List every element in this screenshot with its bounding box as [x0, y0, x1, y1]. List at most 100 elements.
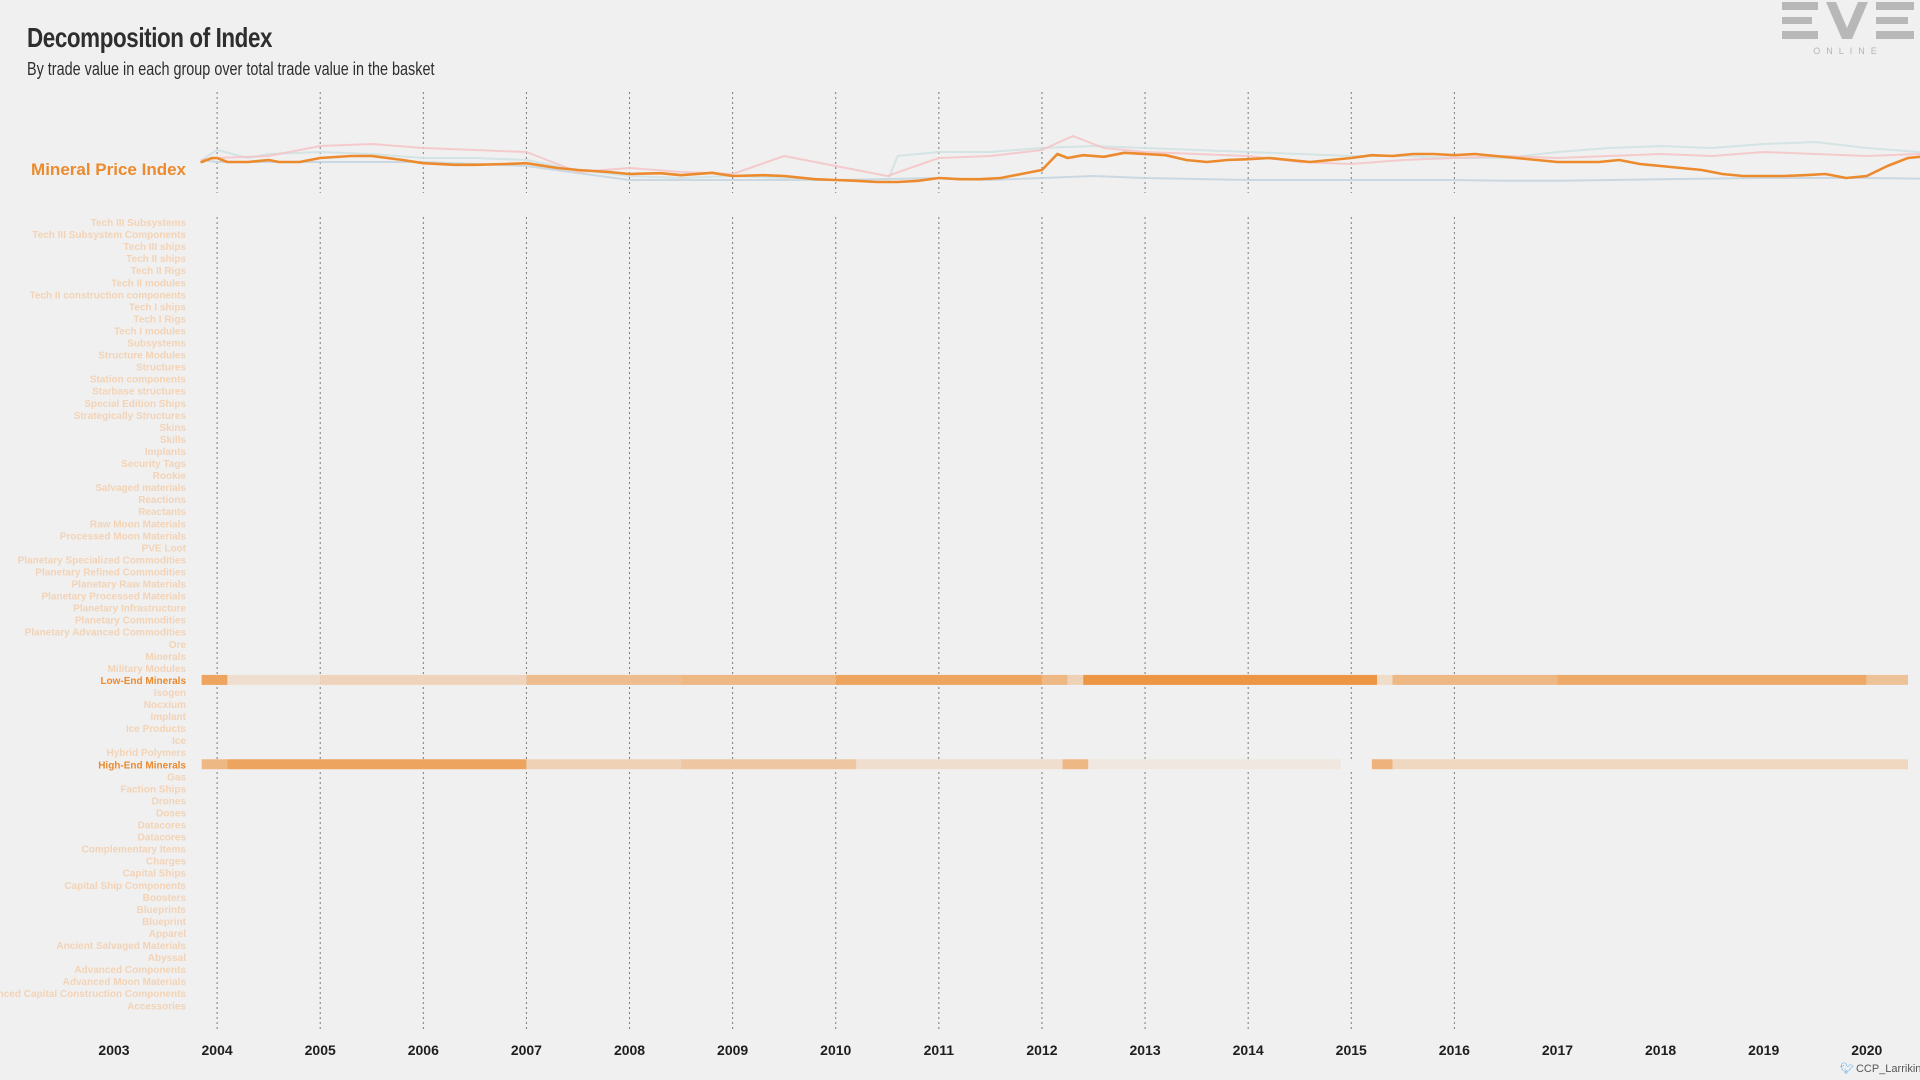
heatmap-row-label: Tech II ships — [126, 254, 186, 265]
heatmap-cell — [1088, 759, 1341, 770]
heatmap-row-label: Accessories — [127, 1001, 186, 1012]
heatmap-cell — [227, 674, 321, 685]
heatmap-row-label: Capital Ship Components — [64, 881, 186, 892]
x-tick-label: 2011 — [924, 1042, 955, 1058]
x-tick-label: 2003 — [98, 1042, 129, 1058]
heatmap-row-label: Ice Products — [126, 724, 186, 735]
heatmap-row-label: Raw Moon Materials — [90, 519, 187, 530]
heatmap-row-label: Planetary Advanced Commodities — [25, 628, 187, 639]
x-tick-label: 2017 — [1542, 1042, 1573, 1058]
credit-text: CCP_Larrikin — [1855, 1063, 1920, 1075]
heatmap-row-label: Reactants — [138, 507, 186, 518]
heatmap-row-label: Advanced Components — [74, 965, 186, 976]
mineral-price-index-line — [200, 151, 1920, 184]
heatmap-cell — [1041, 674, 1068, 685]
heatmap-row-label: Planetary Commodities — [75, 616, 187, 627]
heatmap-row-label: High-End Minerals — [98, 760, 186, 771]
heatmap-cell — [1371, 759, 1393, 770]
heatmap-cell — [1083, 674, 1378, 685]
heatmap-row-label: Blueprints — [137, 905, 187, 916]
heatmap-row-label: Implants — [145, 447, 187, 458]
heatmap-cell — [1340, 759, 1372, 770]
heatmap-row-label: Advanced Capital Construction Components — [0, 989, 186, 1000]
heatmap-row-label: Implant — [150, 712, 186, 723]
heatmap-row-label: Strategically Structures — [74, 411, 187, 422]
x-tick-label: 2008 — [614, 1042, 645, 1058]
x-tick-label: 2006 — [408, 1042, 439, 1058]
heatmap-cell — [1392, 759, 1908, 770]
eve-online-logo — [1782, 2, 1914, 39]
x-axis-ticks: 2003 2004 2005 2006 2007 2008 2009 2010 2011 2012… — [98, 1042, 1882, 1058]
heatmap-row-label: Skins — [159, 423, 186, 434]
heatmap-row-label: Drones — [152, 796, 187, 807]
heatmap-cell — [320, 674, 527, 685]
context-series-line — [200, 135, 1920, 177]
heatmap-row-label: Blueprint — [142, 917, 187, 928]
heatmap-row-label: Tech III Subsystem Components — [32, 230, 186, 241]
heatmap-row-label: Planetary Processed Materials — [41, 592, 186, 603]
heatmap-row-label: Starbase structures — [92, 387, 186, 398]
line-series — [200, 135, 1920, 184]
heatmap-row-label: Nocxium — [144, 700, 186, 711]
heatmap-row-label: Rookie — [153, 471, 187, 482]
heatmap-row-label: Planetary Infrastructure — [73, 604, 186, 615]
heatmap-row-label: Tech III Subsystems — [91, 218, 187, 229]
heatmap-row-label: Hybrid Polymers — [107, 748, 187, 759]
context-series-line — [200, 159, 1920, 182]
x-tick-label: 2004 — [202, 1042, 233, 1058]
heatmap-row-label: Ore — [169, 640, 187, 651]
heatmap-cell — [835, 674, 1042, 685]
x-tick-label: 2010 — [820, 1042, 851, 1058]
heatmap-row-label: Planetary Specialized Commodities — [18, 555, 187, 566]
heatmap-bars — [201, 674, 1908, 770]
heatmap-row-label: Processed Moon Materials — [60, 531, 187, 542]
heatmap-row-label: Datacores — [138, 821, 187, 832]
page-title: Decomposition of Index — [27, 22, 273, 53]
heatmap-row-label: Structures — [136, 363, 186, 374]
heatmap-row-label: Tech II Rigs — [131, 266, 187, 277]
heatmap-row-label: Tech II construction components — [30, 290, 187, 301]
heatmap-cell — [1557, 674, 1867, 685]
x-tick-label: 2019 — [1748, 1042, 1779, 1058]
heatmap-row-label: Planetary Raw Materials — [72, 580, 187, 591]
x-tick-label: 2009 — [717, 1042, 748, 1058]
heatmap-row-label: Special Edition Ships — [84, 399, 186, 410]
heatmap-row-label: Salvaged materials — [95, 483, 186, 494]
heatmap-cell — [681, 674, 836, 685]
heatmap-cell — [227, 759, 527, 770]
heatmap-row-label: Subsystems — [127, 339, 186, 350]
gridlines — [216, 92, 1455, 1030]
twitter-bird-icon: 🐦︎ — [1840, 1063, 1854, 1075]
x-tick-label: 2016 — [1439, 1042, 1470, 1058]
line-chart-title: Mineral Price Index — [31, 160, 186, 179]
heatmap-row-label: Planetary Refined Commodities — [35, 567, 186, 578]
x-tick-label: 2012 — [1026, 1042, 1057, 1058]
heatmap-row-label: Complementary Items — [82, 845, 187, 856]
credit-handle: 🐦︎ CCP_Larrikin — [1840, 1062, 1920, 1075]
heatmap-cell — [856, 759, 1063, 770]
x-tick-label: 2007 — [511, 1042, 542, 1058]
heatmap-cell — [201, 759, 228, 770]
heatmap-cell — [1067, 674, 1084, 685]
heatmap-row-label: Abyssal — [148, 953, 187, 964]
heatmap-row-label: Doses — [156, 808, 186, 819]
heatmap-row-label: Low-End Minerals — [100, 676, 186, 687]
heatmap-row-label: Apparel — [149, 929, 186, 940]
heatmap-row-label: Military Modules — [108, 664, 187, 675]
x-tick-label: 2014 — [1233, 1042, 1264, 1058]
heatmap-row-label: Tech II modules — [111, 278, 186, 289]
heatmap-row-label: Station components — [90, 375, 187, 386]
heatmap-cell — [1377, 674, 1393, 685]
x-tick-label: 2018 — [1645, 1042, 1676, 1058]
heatmap-row-label: Minerals — [145, 652, 186, 663]
logo-subtext: ONLINE — [1813, 46, 1883, 56]
heatmap-cell — [681, 759, 857, 770]
heatmap-row-label: Ancient Salvaged Materials — [57, 941, 187, 952]
heatmap-row-label: Datacores — [138, 833, 187, 844]
heatmap-row-label: Skills — [160, 435, 187, 446]
heatmap-cell — [1062, 759, 1089, 770]
heatmap-cell — [526, 759, 682, 770]
